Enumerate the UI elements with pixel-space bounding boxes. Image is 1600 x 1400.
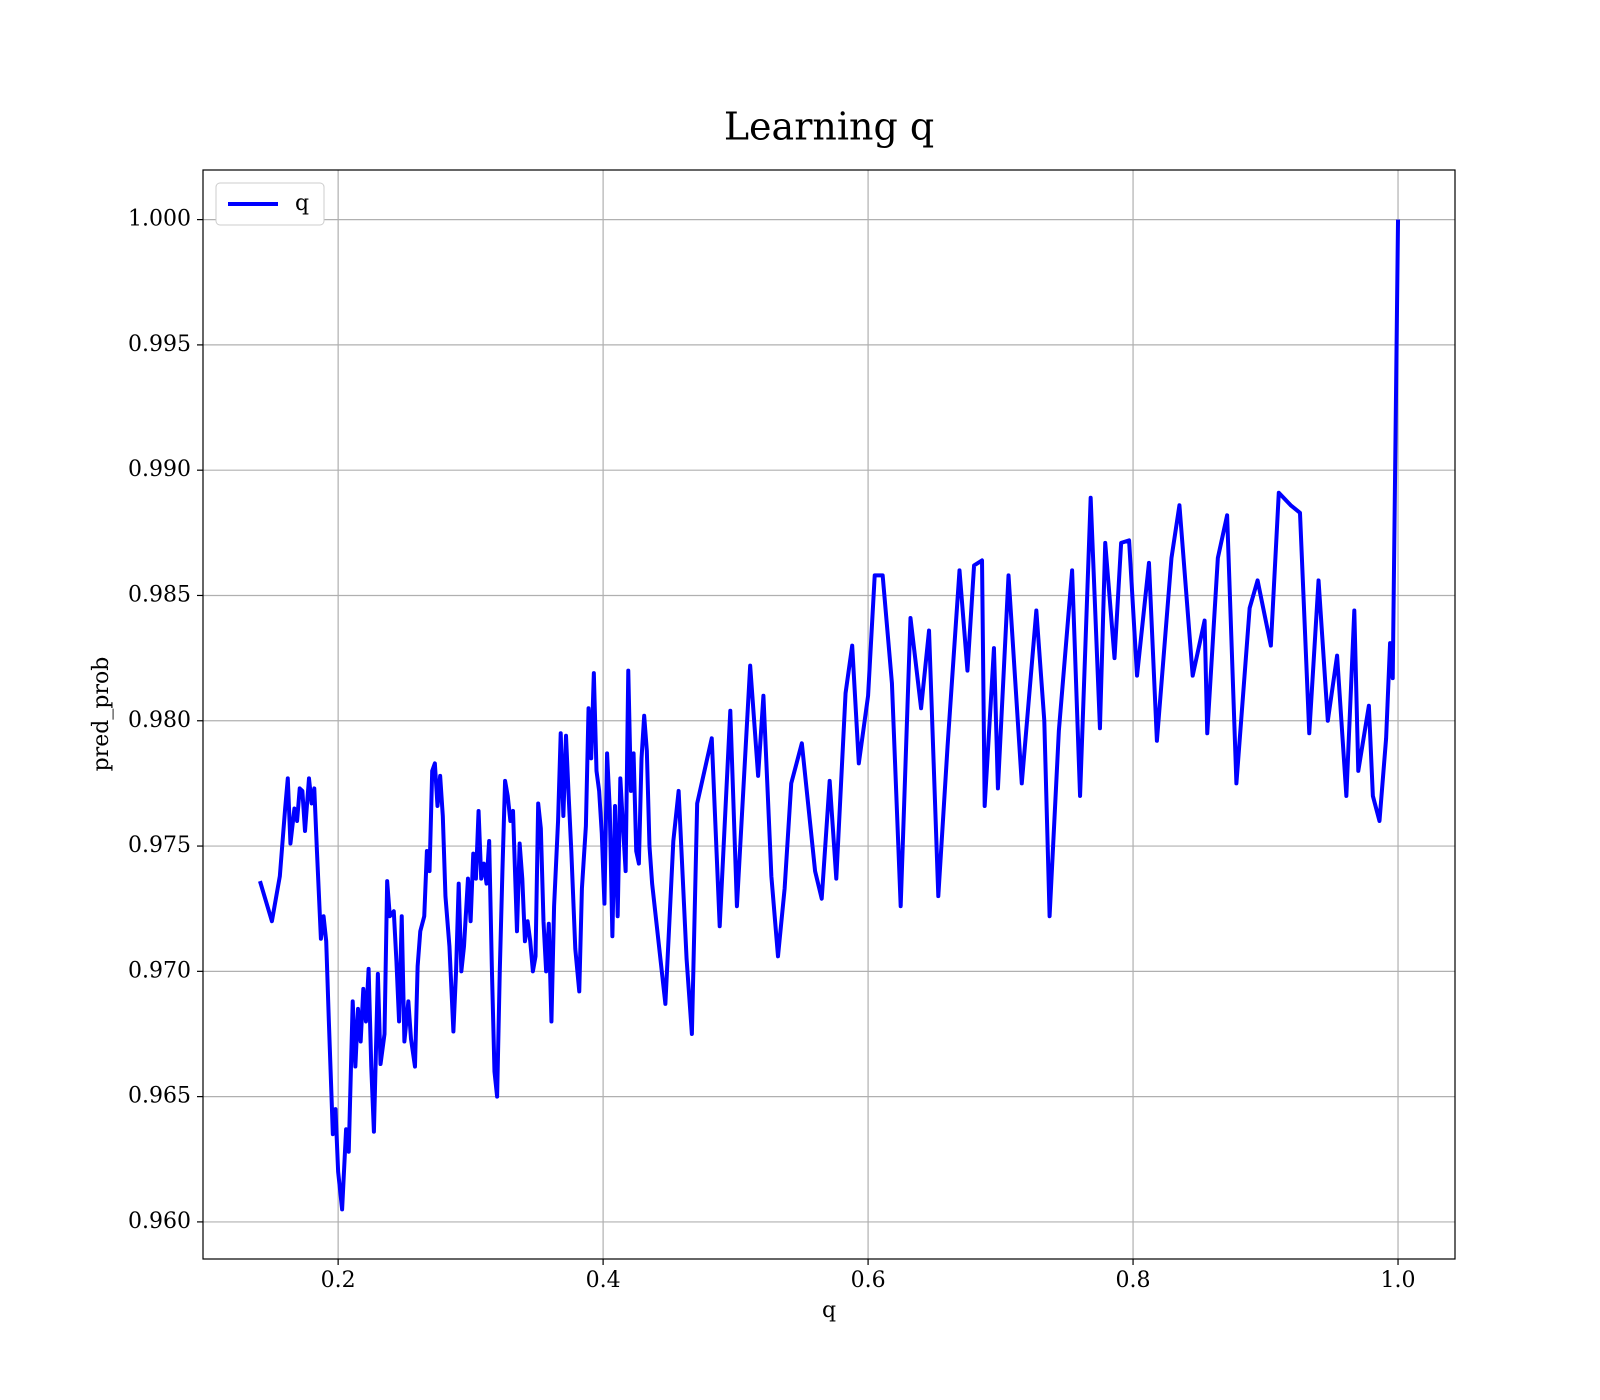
- y-tick-label: 1.000: [128, 207, 191, 232]
- y-tick-label: 0.970: [128, 958, 191, 983]
- y-tick-label: 0.960: [128, 1209, 191, 1234]
- line-series: [258, 219, 1401, 1212]
- x-tick-label: 1.0: [1381, 1268, 1416, 1293]
- chart-title: Learning q: [724, 105, 934, 149]
- plot-frame: [202, 169, 1456, 1260]
- x-axis-label: q: [822, 1298, 836, 1323]
- y-tick-label: 0.975: [128, 833, 191, 858]
- y-tick-label: 0.985: [128, 582, 191, 607]
- legend: q: [215, 182, 325, 226]
- y-tick-label: 0.995: [128, 332, 191, 357]
- x-tick-label: 0.6: [851, 1268, 886, 1293]
- y-tick-label: 0.965: [128, 1084, 191, 1109]
- x-tick-label: 0.8: [1116, 1268, 1151, 1293]
- y-axis-label: pred_prob: [89, 657, 114, 772]
- x-tick-label: 0.2: [321, 1268, 356, 1293]
- x-tick-label: 0.4: [586, 1268, 621, 1293]
- legend-label: q: [295, 191, 309, 216]
- y-tick-label: 0.990: [128, 457, 191, 482]
- y-tick-label: 0.980: [128, 708, 191, 733]
